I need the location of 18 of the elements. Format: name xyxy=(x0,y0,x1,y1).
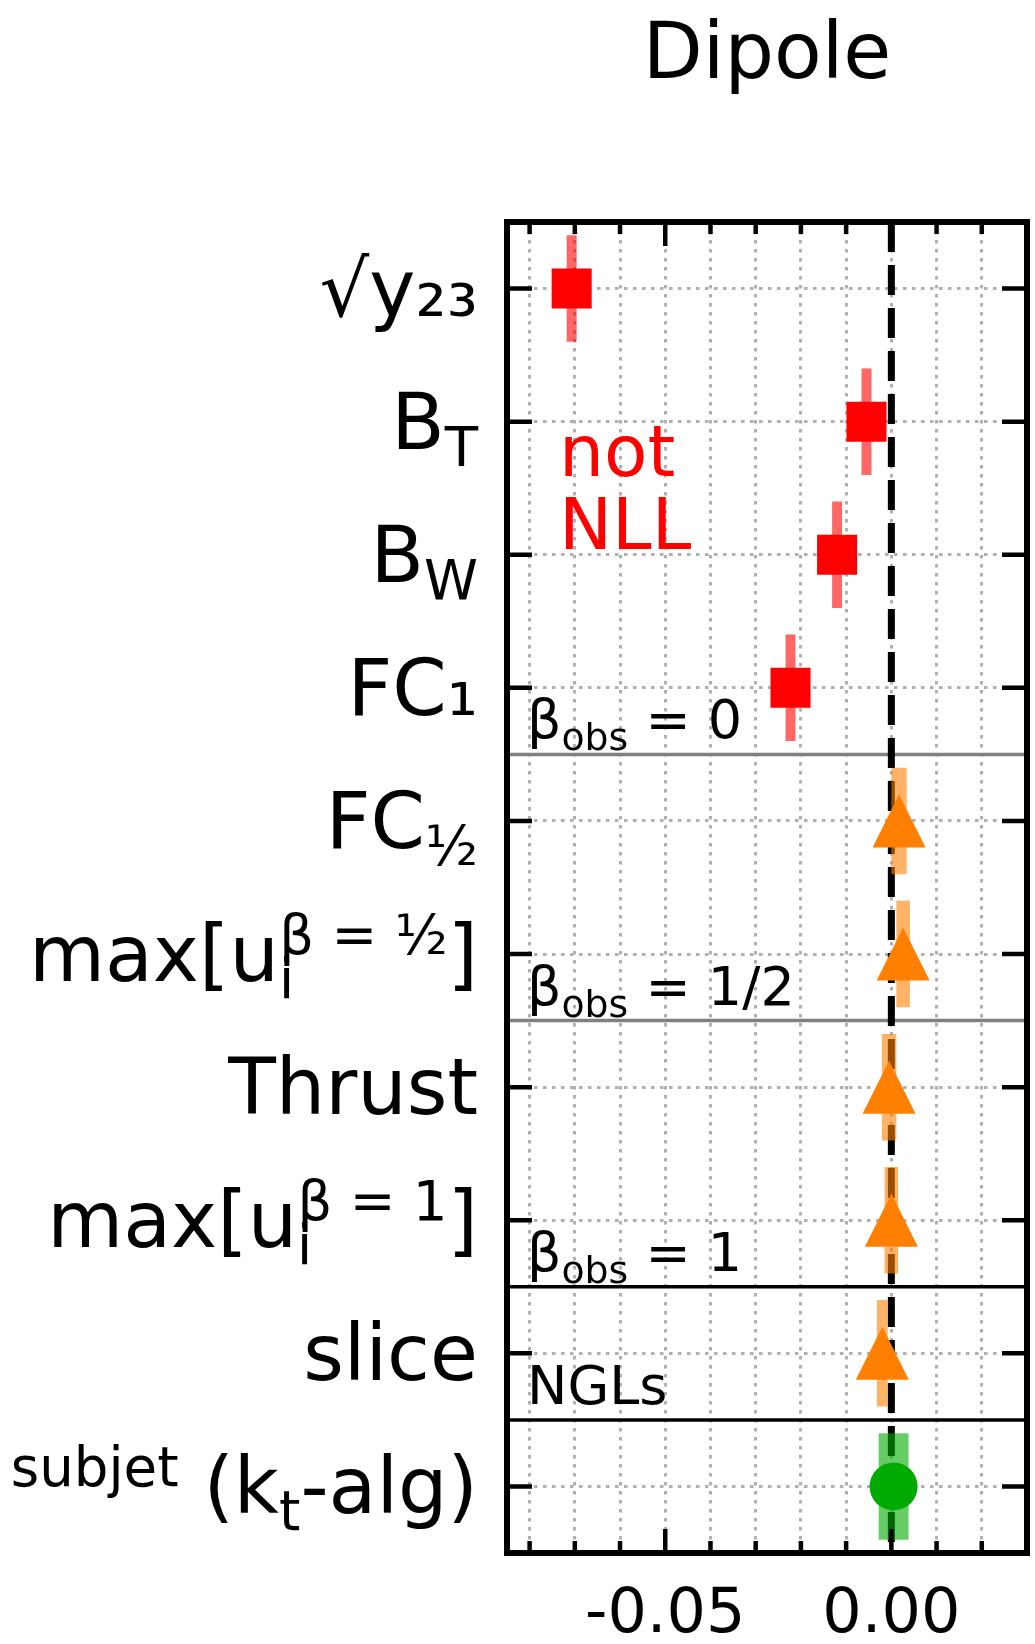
y-tick-label: Thrust xyxy=(228,1042,478,1133)
chart-title: Dipole xyxy=(642,6,892,97)
annotation: β$_{obs}$ = 1 xyxy=(527,1220,743,1292)
y-tick-label: B$_{W}$ xyxy=(370,509,478,612)
y-tick-label: √y₂₃ xyxy=(319,243,478,334)
annotation: β$_{obs}$ = 0 xyxy=(527,688,743,760)
annotation: NGLs xyxy=(527,1353,668,1417)
y-tick-label: max[u$_{i}$$^{β = 1}$] xyxy=(47,1169,478,1277)
y-tick-label: FC$_{½}$ xyxy=(325,775,478,878)
y-tick-label: FC₁ xyxy=(347,642,478,733)
y-tick-label: B$_{T}$ xyxy=(391,376,478,479)
x-tick-label: 0.00 xyxy=(822,1574,961,1644)
y-tick-label: max[u$_{i}$$^{β = ½}$] xyxy=(29,903,478,1011)
y-tick-label: slice xyxy=(303,1308,478,1399)
annotation: β$_{obs}$ = 1/2 xyxy=(527,954,795,1026)
annotation: not NLL xyxy=(559,409,692,566)
y-tick-label: $^{subjet}$ (k$_{t}$-alg) xyxy=(10,1435,478,1544)
x-tick-label: -0.05 xyxy=(585,1574,746,1644)
